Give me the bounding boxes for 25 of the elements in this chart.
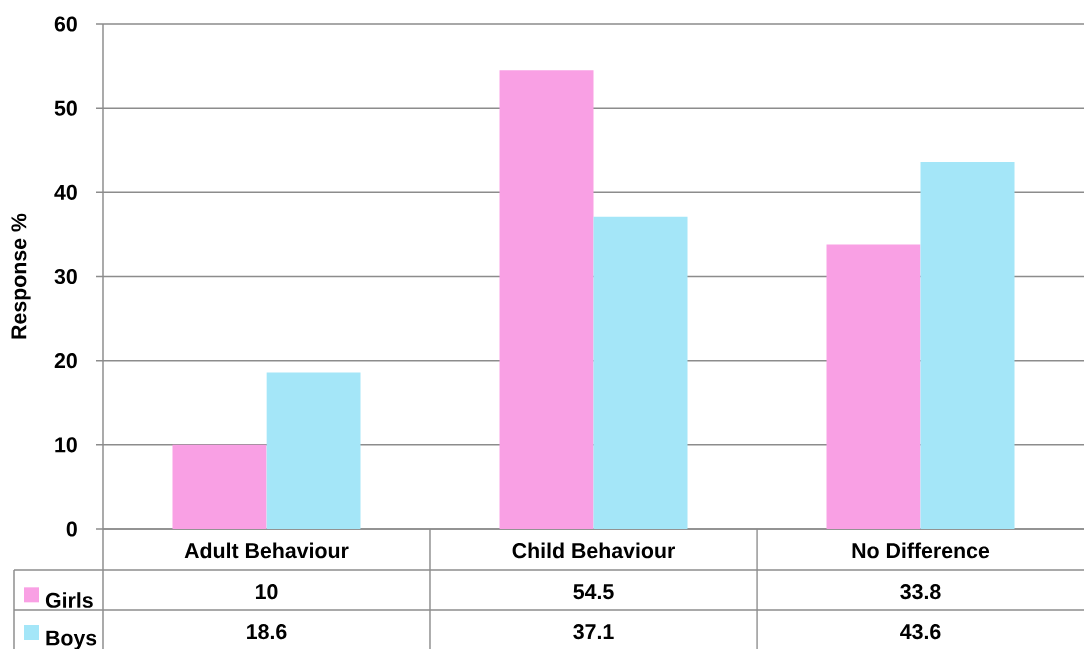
bar [593,216,688,529]
data-label: 43.6 [900,624,941,640]
y-tick-label: 20 [54,353,77,369]
y-tick-label: 0 [66,521,77,537]
x-tick-label: Adult Behaviour [184,542,349,559]
bar [826,244,921,529]
data-label: 10 [255,584,278,600]
y-tick-label: 40 [54,184,77,200]
y-axis-title: Response % [11,213,31,339]
y-tick-label: 30 [54,268,77,285]
x-tick-label: Child Behaviour [512,542,675,559]
legend-label: Boys [46,630,97,649]
y-tick-label: 60 [54,16,77,32]
legend-label: Girls [45,592,93,608]
bar [266,372,361,529]
y-tick-label: 50 [54,100,77,116]
data-label: 18.6 [247,624,287,640]
y-tick-label: 10 [55,437,77,453]
bar [172,444,267,529]
bar [920,162,1015,529]
x-tick-label: No Difference [852,542,990,559]
data-label: 33.8 [900,584,941,600]
data-label: 37.1 [573,624,614,640]
bar [499,70,594,529]
data-label: 54.5 [573,584,614,600]
